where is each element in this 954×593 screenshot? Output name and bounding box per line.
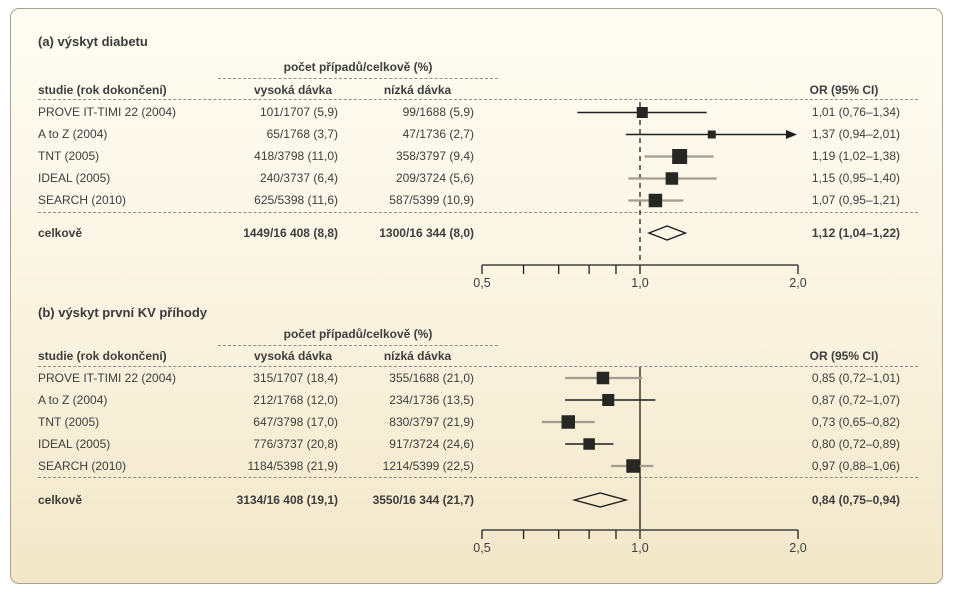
summary-or: 1,12 (1,04–1,22) [811, 226, 900, 240]
panel-a-col-or: OR (95% CI) [809, 83, 879, 97]
study-name: TNT (2005) [38, 149, 100, 163]
study-name: IDEAL (2005) [38, 171, 111, 185]
table-row: SEARCH (2010) 1184/5398 (21,9) 1214/5399… [0, 455, 954, 477]
panel-b-column-header-row: studie (rok dokončení) vysoká dávka nízk… [0, 346, 954, 366]
table-row: PROVE IT-TIMI 22 (2004) 315/1707 (18,4) … [0, 367, 954, 389]
or-value: 0,73 (0,65–0,82) [811, 415, 900, 429]
panel-a-column-header-row: studie (rok dokončení) vysoká dávka nízk… [0, 80, 954, 100]
low-dose-value: 917/3724 (24,6) [389, 437, 474, 451]
high-dose-value: 212/1768 (12,0) [253, 393, 338, 407]
panel-a-col-study: studie (rok dokončení) [38, 83, 167, 97]
panel-b-col-high-dose: vysoká dávka [253, 349, 333, 363]
panel-a-col-low-dose: nízká dávka [383, 83, 452, 97]
study-name: A to Z (2004) [38, 393, 108, 407]
or-value: 1,37 (0,94–2,01) [811, 127, 900, 141]
table-row: IDEAL (2005) 240/3737 (6,4) 209/3724 (5,… [0, 167, 954, 189]
table-row: A to Z (2004) 212/1768 (12,0) 234/1736 (… [0, 389, 954, 411]
panel-b-group-underline [218, 345, 498, 346]
summary-low-dose: 1300/16 344 (8,0) [379, 226, 474, 240]
summary-low-dose: 3550/16 344 (21,7) [372, 493, 474, 507]
or-value: 0,80 (0,72–0,89) [811, 437, 900, 451]
study-name: SEARCH (2010) [38, 193, 127, 207]
high-dose-value: 65/1768 (3,7) [266, 127, 338, 141]
panel-a-col-high-dose: vysoká dávka [253, 83, 333, 97]
low-dose-value: 47/1736 (2,7) [402, 127, 474, 141]
panel-b-title: (b) výskyt první KV příhody [38, 305, 208, 320]
panel-a-header-separator [38, 99, 918, 100]
panel-b-col-or: OR (95% CI) [809, 349, 879, 363]
table-row: A to Z (2004) 65/1768 (3,7) 47/1736 (2,7… [0, 123, 954, 145]
table-row: PROVE IT-TIMI 22 (2004) 101/1707 (5,9) 9… [0, 101, 954, 123]
low-dose-value: 99/1688 (5,9) [402, 105, 474, 119]
figure-frame [10, 8, 943, 584]
low-dose-value: 830/3797 (21,9) [389, 415, 474, 429]
study-name: PROVE IT-TIMI 22 (2004) [38, 371, 177, 385]
panel-b-col-low-dose: nízká dávka [383, 349, 452, 363]
or-value: 0,87 (0,72–1,07) [811, 393, 900, 407]
summary-high-dose: 3134/16 408 (19,1) [236, 493, 338, 507]
panel-b-header-separator [38, 366, 918, 367]
high-dose-value: 1184/5398 (21,9) [247, 459, 338, 473]
table-row: SEARCH (2010) 625/5398 (11,6) 587/5399 (… [0, 189, 954, 211]
study-name: PROVE IT-TIMI 22 (2004) [38, 105, 177, 119]
high-dose-value: 240/3737 (6,4) [259, 171, 338, 185]
summary-high-dose: 1449/16 408 (8,8) [243, 226, 338, 240]
study-name: IDEAL (2005) [38, 437, 111, 451]
study-name: SEARCH (2010) [38, 459, 127, 473]
or-value: 1,07 (0,95–1,21) [811, 193, 900, 207]
table-row: IDEAL (2005) 776/3737 (20,8) 917/3724 (2… [0, 433, 954, 455]
low-dose-value: 358/3797 (9,4) [395, 149, 474, 163]
summary-or: 0,84 (0,75–0,94) [811, 493, 900, 507]
table-row: TNT (2005) 647/3798 (17,0) 830/3797 (21,… [0, 411, 954, 433]
summary-row: celkově 3134/16 408 (19,1) 3550/16 344 (… [0, 489, 954, 511]
panel-a-group-header: počet případů/celkově (%) [283, 60, 433, 74]
study-name: TNT (2005) [38, 415, 100, 429]
panel-b-col-study: studie (rok dokončení) [38, 349, 167, 363]
panel-a-title: (a) výskyt diabetu [38, 34, 148, 49]
or-value: 1,19 (1,02–1,38) [811, 149, 900, 163]
or-value: 0,97 (0,88–1,06) [811, 459, 900, 473]
low-dose-value: 234/1736 (13,5) [389, 393, 474, 407]
table-row: TNT (2005) 418/3798 (11,0) 358/3797 (9,4… [0, 145, 954, 167]
or-value: 1,15 (0,95–1,40) [811, 171, 900, 185]
high-dose-value: 625/5398 (11,6) [254, 193, 338, 207]
high-dose-value: 315/1707 (18,4) [253, 371, 338, 385]
low-dose-value: 209/3724 (5,6) [395, 171, 474, 185]
low-dose-value: 1214/5399 (22,5) [382, 459, 474, 473]
study-name: A to Z (2004) [38, 127, 108, 141]
low-dose-value: 587/5399 (10,9) [389, 193, 474, 207]
or-value: 0,85 (0,72–1,01) [811, 371, 900, 385]
panel-b-group-header: počet případů/celkově (%) [283, 327, 433, 341]
high-dose-value: 776/3737 (20,8) [253, 437, 338, 451]
high-dose-value: 101/1707 (5,9) [259, 105, 338, 119]
summary-label: celkově [38, 493, 83, 507]
panel-b-summary-separator [38, 477, 918, 478]
panel-a-summary-separator [38, 212, 918, 213]
summary-label: celkově [38, 226, 83, 240]
or-value: 1,01 (0,76–1,34) [811, 105, 900, 119]
summary-row: celkově 1449/16 408 (8,8) 1300/16 344 (8… [0, 222, 954, 244]
high-dose-value: 647/3798 (17,0) [253, 415, 338, 429]
low-dose-value: 355/1688 (21,0) [389, 371, 474, 385]
high-dose-value: 418/3798 (11,0) [254, 149, 338, 163]
panel-a-group-underline [218, 78, 498, 79]
